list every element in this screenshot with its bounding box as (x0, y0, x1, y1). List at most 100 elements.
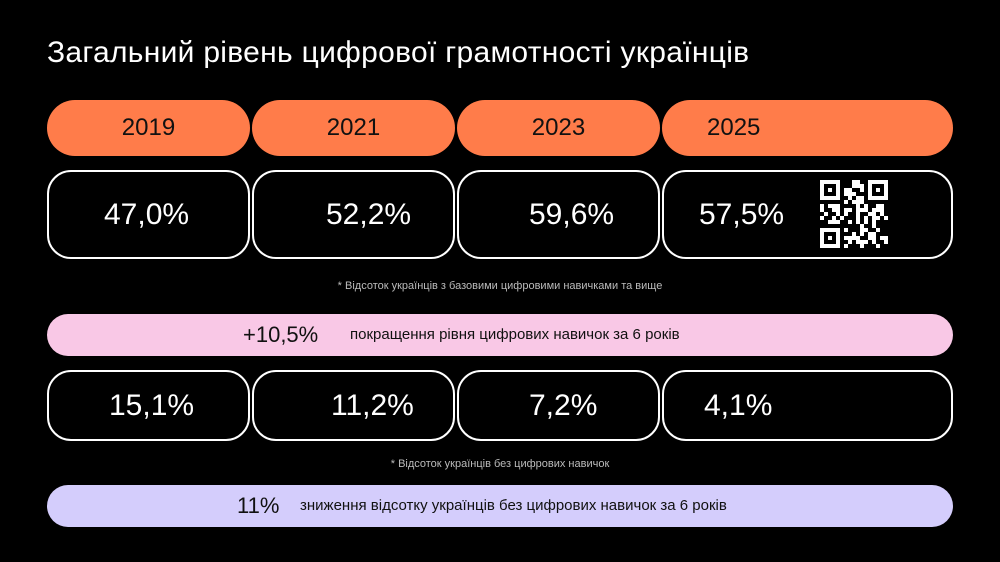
qr-module (844, 188, 848, 192)
qr-module (884, 240, 888, 244)
qr-module (880, 236, 884, 240)
qr-module (860, 224, 864, 228)
qr-module (832, 204, 836, 208)
qr-module (856, 196, 860, 200)
qr-module (852, 180, 856, 184)
qr-module (880, 204, 884, 208)
qr-module (856, 212, 860, 216)
no-skills-box: 7,2% (457, 370, 660, 441)
qr-module (836, 212, 840, 216)
qr-module (848, 188, 852, 192)
qr-module (868, 236, 872, 240)
qr-module (844, 192, 848, 196)
year-pill: 2023 (457, 100, 660, 156)
qr-module (876, 216, 880, 220)
qr-module (852, 192, 856, 196)
basic-skills-box: 52,2% (252, 170, 455, 259)
basic-skills-box: 57,5% (662, 170, 953, 259)
qr-module (872, 212, 876, 216)
qr-module (856, 236, 860, 240)
qr-module (860, 208, 864, 212)
year-pill: 2025 (662, 100, 953, 156)
qr-module (828, 204, 832, 208)
title: Загальний рівень цифрової грамотності ук… (47, 36, 750, 69)
qr-module (864, 228, 868, 232)
reduction-value: 11% (237, 493, 280, 518)
qr-module (852, 236, 856, 240)
qr-module (876, 204, 880, 208)
qr-module (844, 200, 848, 204)
qr-module (872, 208, 876, 212)
qr-module (820, 204, 824, 208)
qr-module (860, 240, 864, 244)
qr-module (872, 216, 876, 220)
no-skills-box: 15,1% (47, 370, 250, 441)
qr-module (848, 236, 852, 240)
qr-module (876, 244, 880, 248)
qr-module (872, 236, 876, 240)
qr-module (856, 184, 860, 188)
qr-module (852, 184, 856, 188)
qr-module (864, 220, 868, 224)
qr-module (844, 228, 848, 232)
qr-module (860, 188, 864, 192)
qr-module (860, 184, 864, 188)
qr-module (884, 216, 888, 220)
no-skills-box: 11,2% (252, 370, 455, 441)
qr-module (868, 232, 872, 236)
improvement-bar: +10,5% покращення рівня цифрових навичок… (47, 314, 953, 356)
qr-module (836, 220, 840, 224)
qr-module (876, 208, 880, 212)
qr-module (852, 200, 856, 204)
qr-module (856, 208, 860, 212)
qr-module (864, 240, 868, 244)
qr-module (820, 216, 824, 220)
qr-module (852, 232, 856, 236)
note: * Відсоток українців з базовими цифровим… (337, 280, 663, 292)
qr-module (832, 216, 836, 220)
qr-module (844, 244, 848, 248)
qr-module (872, 224, 876, 228)
improvement-value: +10,5% (243, 322, 319, 347)
qr-module (832, 220, 836, 224)
improvement-text: покращення рівня цифрових навичок за 6 р… (350, 326, 680, 343)
qr-module (844, 208, 848, 212)
qr-module (836, 204, 840, 208)
qr-module (844, 236, 848, 240)
no-skills-box: 4,1% (662, 370, 953, 441)
basic-skills-box: 47,0% (47, 170, 250, 259)
basic-skills-box: 59,6% (457, 170, 660, 259)
qr-module (836, 208, 840, 212)
qr-module (848, 208, 852, 212)
qr-module (860, 200, 864, 204)
qr-module (860, 244, 864, 248)
qr-module (848, 196, 852, 200)
qr-module (848, 240, 852, 244)
qr-code (820, 180, 888, 248)
qr-module (844, 212, 848, 216)
qr-module (828, 220, 832, 224)
qr-module (876, 188, 880, 192)
qr-module (820, 208, 824, 212)
qr-module (872, 232, 876, 236)
qr-module (864, 204, 868, 208)
qr-module (824, 212, 828, 216)
qr-module (828, 236, 832, 240)
qr-module (856, 200, 860, 204)
qr-module (828, 188, 832, 192)
qr-module (868, 212, 872, 216)
qr-module (856, 240, 860, 244)
qr-module (876, 228, 880, 232)
qr-module (860, 232, 864, 236)
qr-module (880, 212, 884, 216)
qr-module (848, 220, 852, 224)
reduction-text: зниження відсотку українців без цифрових… (300, 497, 727, 514)
qr-module (860, 228, 864, 232)
qr-module (864, 216, 868, 220)
qr-module (872, 220, 876, 224)
qr-module (856, 216, 860, 220)
qr-module (884, 236, 888, 240)
qr-module (840, 216, 844, 220)
qr-module (856, 180, 860, 184)
